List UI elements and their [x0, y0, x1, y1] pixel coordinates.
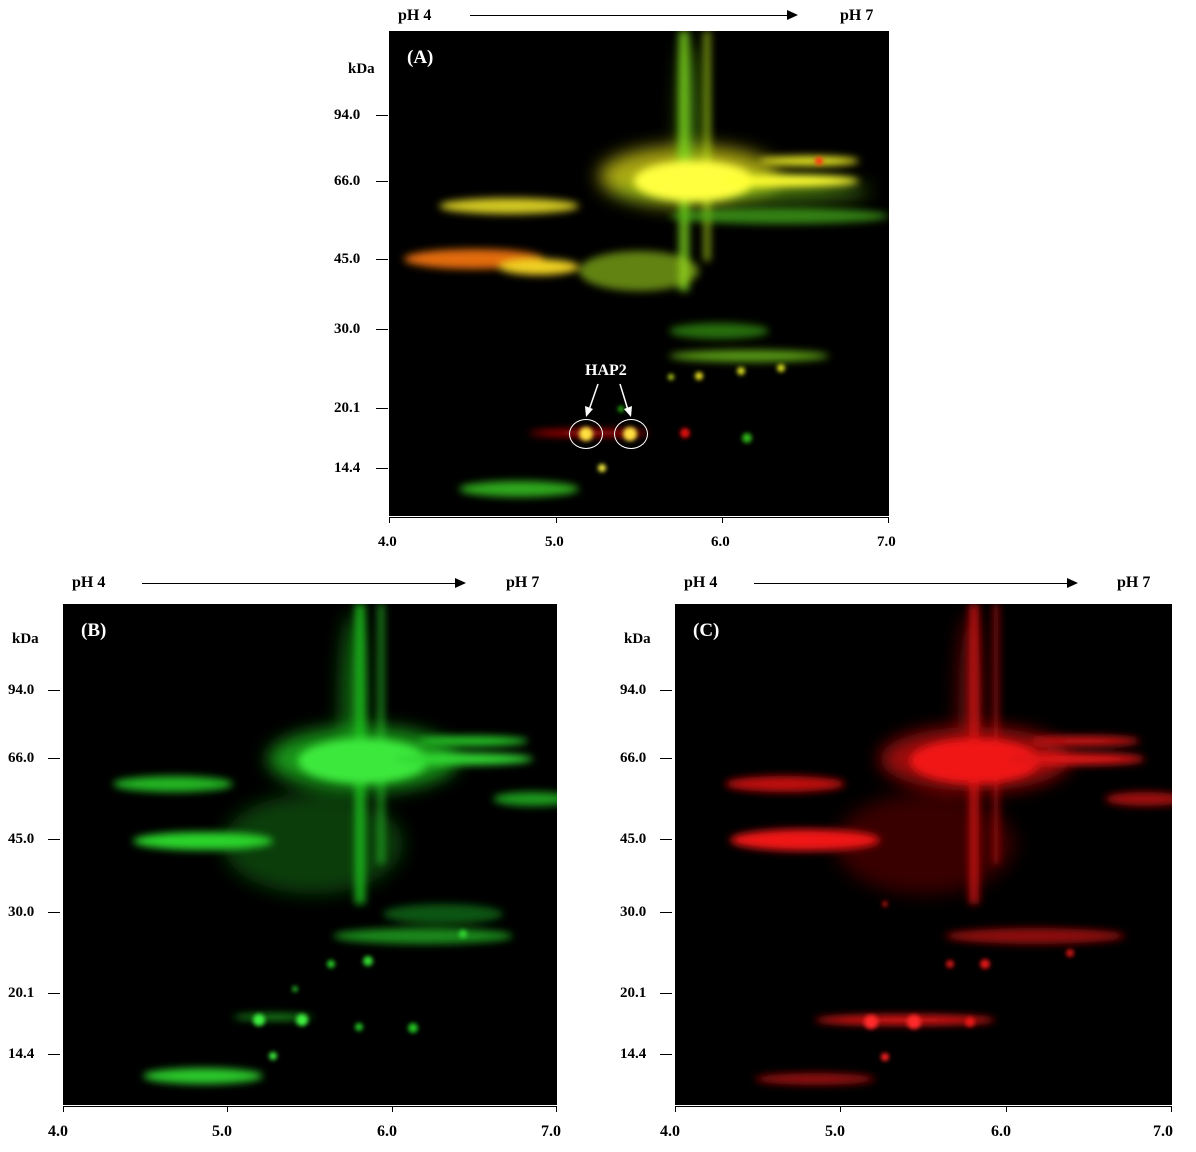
mw-marker-a-45: 45.0 — [334, 251, 361, 267]
mw-tick-c-66 — [660, 758, 672, 759]
mw-tick-b-66 — [48, 758, 60, 759]
mw-marker-c-20: 20.1 — [620, 985, 647, 1001]
mw-tick-c-30 — [660, 912, 672, 913]
mw-marker-b-66: 66.0 — [8, 750, 35, 766]
mw-marker-b-14: 14.4 — [8, 1046, 35, 1062]
mw-marker-c-30: 30.0 — [620, 904, 647, 920]
ph-tick-label-a-6: 6.0 — [711, 534, 730, 550]
mw-marker-c-94: 94.0 — [620, 682, 647, 698]
ph-tick-label-a-4: 4.0 — [378, 534, 397, 550]
mw-tick-b-30 — [48, 912, 60, 913]
hap2-circle-1 — [569, 419, 603, 449]
ph-start-label-b: pH 4 — [72, 574, 106, 591]
ph-tick-a-7 — [888, 517, 889, 523]
ph-tick-c-4 — [675, 1106, 676, 1112]
hap2-circle-2 — [614, 419, 648, 449]
ph-axis-b — [63, 1106, 557, 1107]
ph-start-label-c: pH 4 — [684, 574, 718, 591]
ph-end-label-a: pH 7 — [840, 7, 874, 24]
ph-gradient-arrow-b — [142, 578, 466, 588]
ph-tick-b-6 — [392, 1106, 393, 1112]
gel-image-red: (C) — [675, 604, 1172, 1105]
ph-tick-label-b-6: 6.0 — [377, 1123, 397, 1140]
ph-end-label-b: pH 7 — [506, 574, 540, 591]
mw-tick-a-94 — [376, 115, 388, 116]
mw-tick-a-45 — [376, 259, 388, 260]
mw-tick-a-30 — [376, 329, 388, 330]
ph-tick-label-a-7: 7.0 — [877, 534, 896, 550]
mw-tick-c-94 — [660, 690, 672, 691]
mw-marker-a-66: 66.0 — [334, 173, 361, 189]
mw-marker-b-20: 20.1 — [8, 985, 35, 1001]
ph-tick-c-6 — [1006, 1106, 1007, 1112]
kda-label-a: kDa — [348, 61, 375, 77]
mw-marker-a-30: 30.0 — [334, 321, 361, 337]
ph-end-label-c: pH 7 — [1117, 574, 1151, 591]
ph-gradient-arrow-a — [470, 10, 798, 20]
ph-tick-label-b-5: 5.0 — [212, 1123, 232, 1140]
ph-tick-label-c-6: 6.0 — [991, 1123, 1011, 1140]
panel-label-c: (C) — [693, 620, 720, 641]
ph-tick-a-4 — [389, 517, 390, 523]
ph-axis-c — [675, 1106, 1172, 1107]
mw-marker-c-45: 45.0 — [620, 831, 647, 847]
mw-tick-c-14 — [660, 1054, 672, 1055]
ph-tick-b-5 — [227, 1106, 228, 1112]
ph-tick-b-4 — [63, 1106, 64, 1112]
hap2-annotation: HAP2 — [585, 362, 627, 379]
mw-tick-a-14 — [376, 468, 388, 469]
ph-tick-c-5 — [840, 1106, 841, 1112]
ph-start-label-a: pH 4 — [398, 7, 432, 24]
ph-tick-label-c-7: 7.0 — [1153, 1123, 1173, 1140]
mw-marker-b-30: 30.0 — [8, 904, 35, 920]
panel-label-b: (B) — [81, 620, 107, 641]
mw-tick-a-20 — [376, 408, 388, 409]
panel-label-a: (A) — [407, 47, 434, 68]
ph-tick-label-a-5: 5.0 — [545, 534, 564, 550]
ph-tick-c-7 — [1171, 1106, 1172, 1112]
mw-tick-a-66 — [376, 181, 388, 182]
mw-tick-b-14 — [48, 1054, 60, 1055]
mw-marker-c-66: 66.0 — [620, 750, 647, 766]
ph-gradient-arrow-c — [754, 578, 1078, 588]
kda-label-b: kDa — [12, 631, 39, 647]
ph-tick-label-b-7: 7.0 — [541, 1123, 561, 1140]
kda-label-c: kDa — [624, 631, 651, 647]
gel-image-green: (B) — [63, 604, 557, 1105]
ph-tick-label-c-4: 4.0 — [660, 1123, 680, 1140]
ph-tick-a-6 — [722, 517, 723, 523]
mw-marker-b-94: 94.0 — [8, 682, 35, 698]
mw-marker-a-94: 94.0 — [334, 107, 361, 123]
ph-tick-label-b-4: 4.0 — [48, 1123, 68, 1140]
mw-tick-c-45 — [660, 839, 672, 840]
mw-marker-a-14: 14.4 — [334, 460, 361, 476]
mw-marker-b-45: 45.0 — [8, 831, 35, 847]
mw-tick-b-45 — [48, 839, 60, 840]
mw-marker-a-20: 20.1 — [334, 400, 361, 416]
mw-tick-b-94 — [48, 690, 60, 691]
mw-tick-c-20 — [660, 993, 672, 994]
ph-axis-a — [389, 517, 889, 518]
ph-tick-a-5 — [556, 517, 557, 523]
ph-tick-label-c-5: 5.0 — [825, 1123, 845, 1140]
mw-tick-b-20 — [48, 993, 60, 994]
mw-marker-c-14: 14.4 — [620, 1046, 647, 1062]
ph-tick-b-7 — [556, 1106, 557, 1112]
